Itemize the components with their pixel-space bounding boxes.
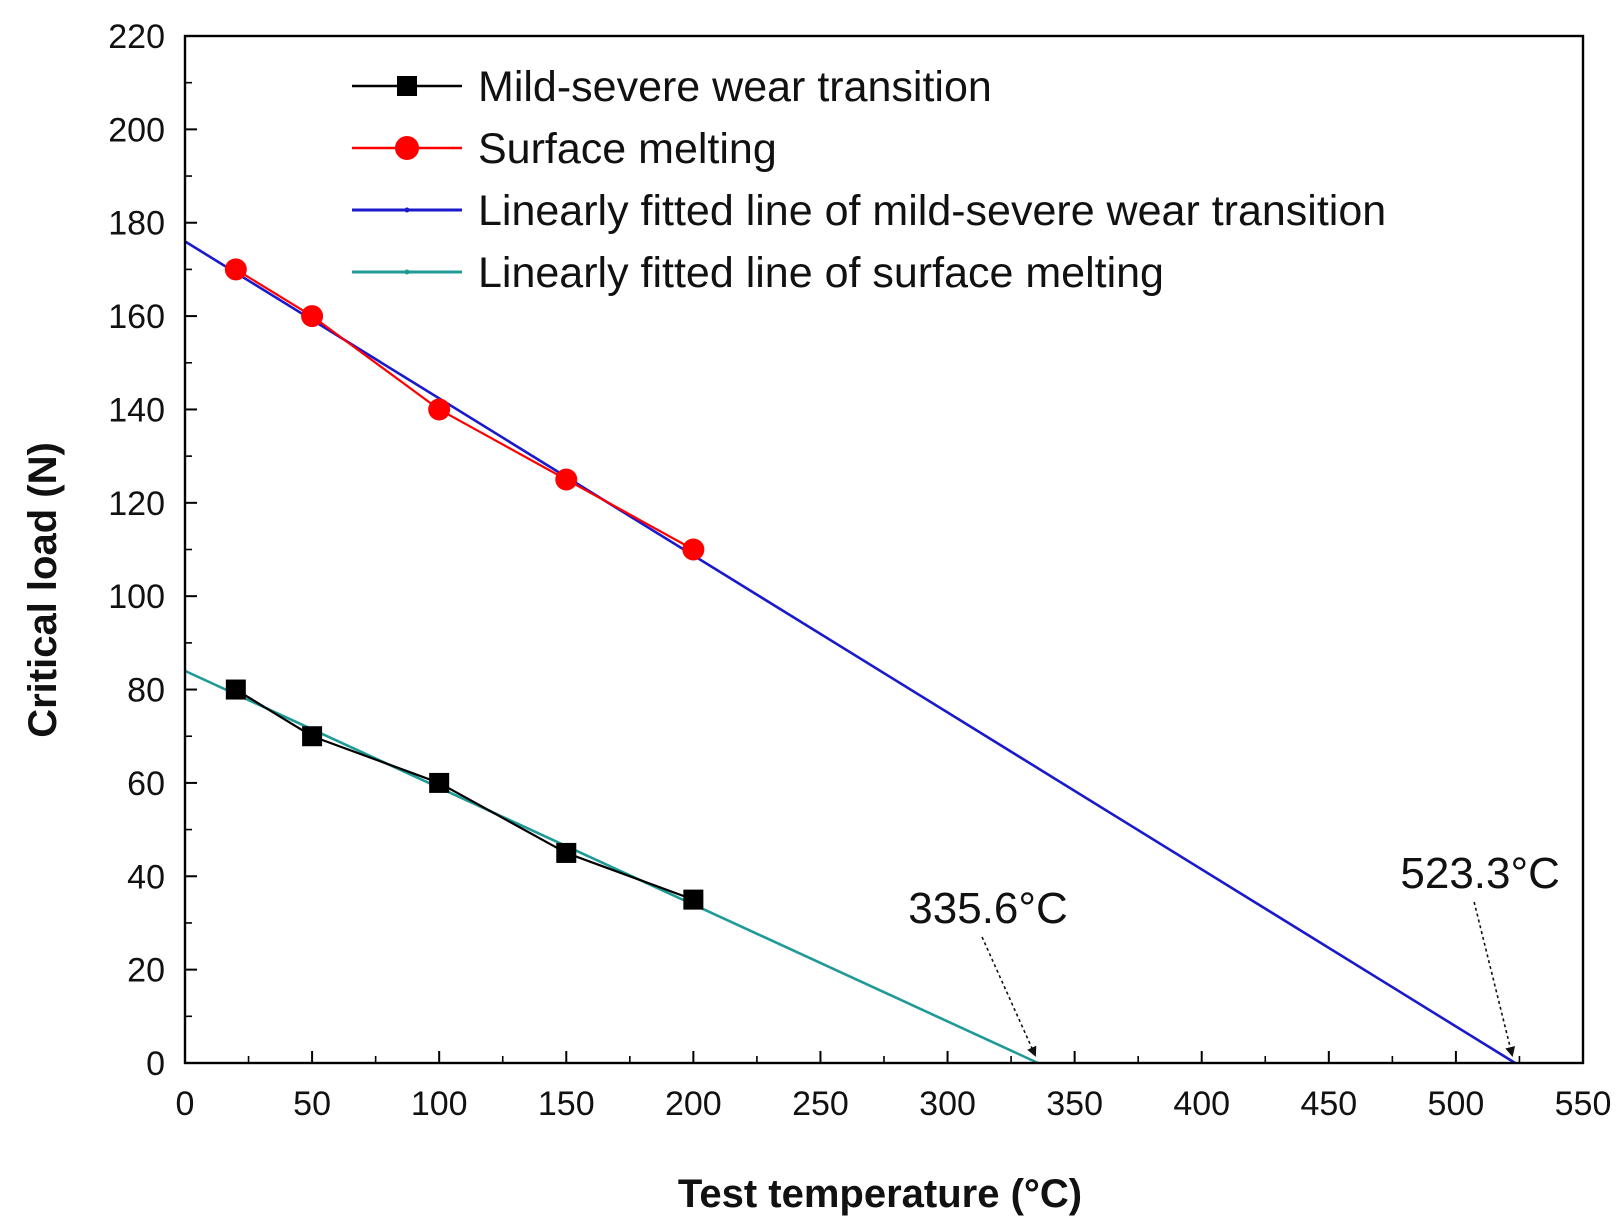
x-tick-label-250: 250 xyxy=(792,1085,849,1123)
data-point-s1-1 xyxy=(225,679,246,700)
data-point-s1-3 xyxy=(429,772,450,793)
y-tick-label-140: 140 xyxy=(108,391,165,429)
series-line-3 xyxy=(184,240,1516,1065)
legend-marker-square xyxy=(397,76,417,96)
data-point-s2-4 xyxy=(555,468,578,491)
annotation-arrow-1 xyxy=(981,936,1037,1057)
data-point-s1-4 xyxy=(556,842,577,863)
legend: Mild-severe wear transition Surface melti… xyxy=(352,63,1386,297)
legend-marker-circle xyxy=(395,136,419,160)
data-point-s2-3 xyxy=(428,398,451,421)
y-tick-label-120: 120 xyxy=(108,485,165,523)
y-tick-label-20: 20 xyxy=(127,952,165,990)
legend-marker-dot xyxy=(404,269,410,275)
legend-label-2: Surface melting xyxy=(478,125,777,173)
legend-label-3: Linearly fitted line of mild-severe wear… xyxy=(478,187,1386,235)
series-layer xyxy=(184,240,1516,1065)
y-tick-label-200: 200 xyxy=(108,111,165,149)
data-point-s1-5 xyxy=(683,889,704,910)
data-point-s2-2 xyxy=(301,305,324,328)
annotation-label-2: 523.3°C xyxy=(1400,849,1559,898)
x-tick-label-350: 350 xyxy=(1046,1085,1103,1123)
x-tick-label-400: 400 xyxy=(1173,1085,1230,1123)
legend-label-1: Mild-severe wear transition xyxy=(478,63,992,111)
y-tick-label-100: 100 xyxy=(108,578,165,616)
x-tick-label-200: 200 xyxy=(665,1085,722,1123)
x-tick-label-500: 500 xyxy=(1428,1085,1485,1123)
x-tick-label-300: 300 xyxy=(919,1085,976,1123)
series-line-1 xyxy=(235,688,694,901)
x-tick-label-550: 550 xyxy=(1555,1085,1612,1123)
series-line-4 xyxy=(184,669,1039,1065)
y-tick-label-220: 220 xyxy=(108,18,165,56)
y-tick-label-60: 60 xyxy=(127,765,165,803)
x-tick-label-100: 100 xyxy=(411,1085,468,1123)
annotations-layer: 335.6°C 523.3°C xyxy=(908,849,1560,1057)
data-point-s2-5 xyxy=(682,538,705,561)
data-point-s2-1 xyxy=(224,258,247,281)
legend-label-4: Linearly fitted line of surface melting xyxy=(478,249,1164,297)
y-tick-label-80: 80 xyxy=(127,672,165,710)
x-tick-label-150: 150 xyxy=(538,1085,595,1123)
x-tick-label-50: 50 xyxy=(293,1085,331,1123)
annotation-arrow-2 xyxy=(1473,901,1516,1057)
x-tick-label-0: 0 xyxy=(176,1085,195,1123)
y-tick-label-40: 40 xyxy=(127,858,165,896)
legend-marker-dot xyxy=(404,207,410,213)
annotation-label-1: 335.6°C xyxy=(908,884,1067,933)
y-tick-label-0: 0 xyxy=(146,1045,165,1083)
x-tick-label-450: 450 xyxy=(1300,1085,1357,1123)
y-tick-label-180: 180 xyxy=(108,205,165,243)
y-axis-title: Critical load (N) xyxy=(21,442,65,738)
x-axis-title: Test temperature (°C) xyxy=(678,1172,1082,1216)
axes-layer: 0 50 100 150 200 250 300 350 400 450 500 550 0 20 40 60… xyxy=(108,18,1611,1123)
y-tick-label-160: 160 xyxy=(108,298,165,336)
data-point-s1-2 xyxy=(302,726,323,747)
